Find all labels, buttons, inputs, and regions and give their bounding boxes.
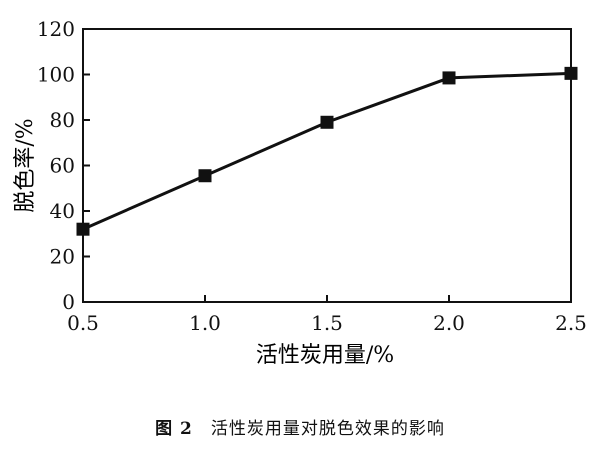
data-point xyxy=(198,169,212,183)
y-tick-label: 80 xyxy=(50,108,75,132)
y-tick-label: 20 xyxy=(50,245,75,269)
x-tick-label: 2.0 xyxy=(433,311,465,335)
data-point xyxy=(76,222,90,236)
x-axis: 0.5 1.0 1.5 2.0 2.5 xyxy=(67,295,587,335)
x-tick-label: 1.0 xyxy=(189,311,221,335)
data-point xyxy=(564,66,578,80)
y-axis-label: 脱色率/% xyxy=(13,118,38,212)
y-tick-label: 60 xyxy=(50,154,75,178)
plot-frame xyxy=(82,28,572,303)
x-axis-label: 活性炭用量/% xyxy=(256,343,394,368)
x-tick-label: 1.5 xyxy=(311,311,343,335)
data-point xyxy=(442,71,456,85)
figure-number: 图 2 xyxy=(155,419,193,439)
data-point xyxy=(320,115,334,129)
y-tick-label: 0 xyxy=(62,290,75,314)
y-tick-label: 40 xyxy=(50,199,75,223)
series-line xyxy=(82,71,572,231)
y-axis: 0 20 40 60 80 100 120 xyxy=(37,17,90,314)
data-markers xyxy=(76,66,578,236)
caption-text: 活性炭用量对脱色效果的影响 xyxy=(210,419,445,439)
x-tick-label: 0.5 xyxy=(67,311,99,335)
x-tick-label: 2.5 xyxy=(555,311,587,335)
figure-caption: 图 2 活性炭用量对脱色效果的影响 xyxy=(0,414,600,439)
y-tick-label: 100 xyxy=(37,63,75,87)
y-tick-label: 120 xyxy=(37,17,75,41)
